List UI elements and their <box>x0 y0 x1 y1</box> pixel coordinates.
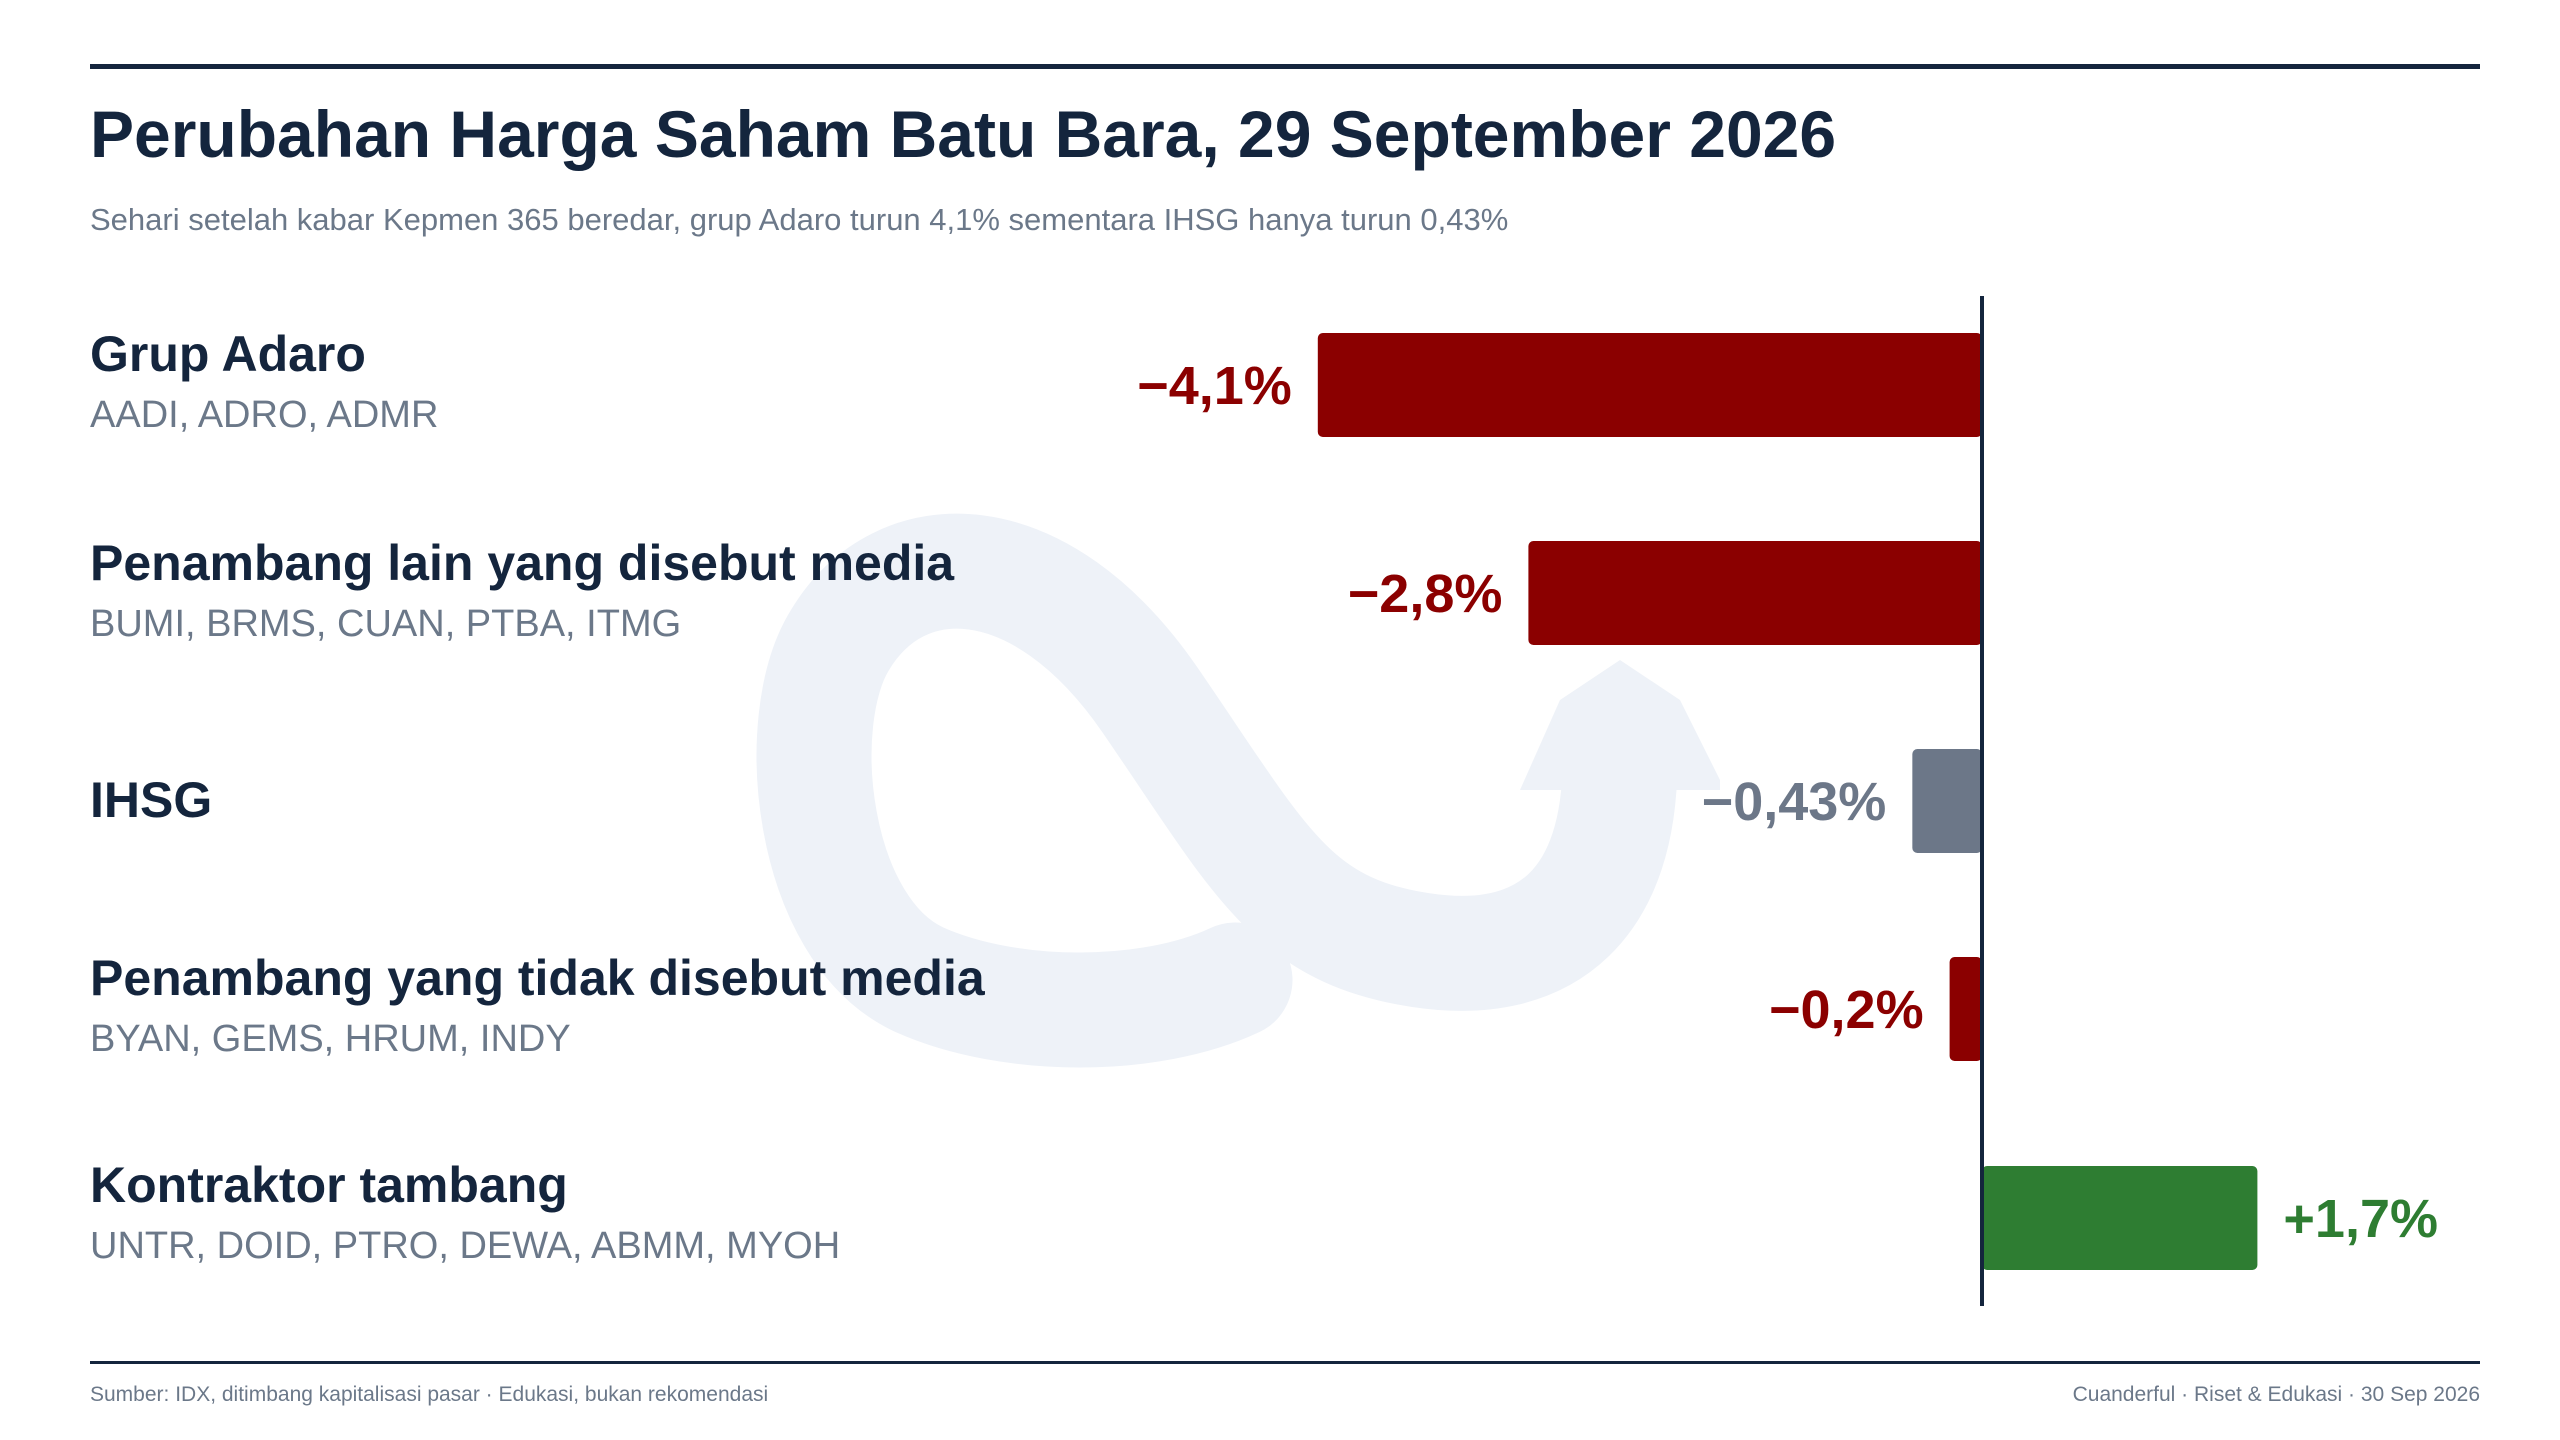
data-label-4: +1,7% <box>2283 1189 2438 1249</box>
row-label-penambang-tidak-disebut: Penambang yang tidak disebut media BYAN,… <box>90 950 985 1061</box>
chart-subtitle: Sehari setelah kabar Kepmen 365 beredar,… <box>90 202 1509 237</box>
row-label-kontraktor: Kontraktor tambang UNTR, DOID, PTRO, DEW… <box>90 1157 840 1268</box>
category-name: Grup Adaro <box>90 326 366 382</box>
ticker-list: AADI, ADRO, ADMR <box>90 393 439 436</box>
data-label-3: −0,2% <box>1769 980 1924 1040</box>
category-name: IHSG <box>90 772 213 828</box>
data-label-0: −4,1% <box>1137 356 1292 416</box>
bar-4 <box>1982 1166 2258 1270</box>
top-rule <box>90 64 2480 69</box>
row-label-grup-adaro: Grup Adaro AADI, ADRO, ADMR <box>90 326 438 437</box>
chart-title: Perubahan Harga Saham Batu Bara, 29 Sept… <box>90 97 1837 171</box>
bottom-rule <box>90 1361 2480 1364</box>
bar-3 <box>1949 957 1982 1061</box>
category-name: Kontraktor tambang <box>90 1157 568 1213</box>
bar-2 <box>1912 749 1982 853</box>
row-label-penambang-disebut: Penambang lain yang disebut media BUMI, … <box>90 535 954 646</box>
ticker-list: UNTR, DOID, PTRO, DEWA, ABMM, MYOH <box>90 1224 841 1267</box>
bar-0 <box>1317 333 1982 437</box>
source-note: Sumber: IDX, ditimbang kapitalisasi pasa… <box>90 1383 769 1406</box>
category-name: Penambang lain yang disebut media <box>90 535 955 591</box>
data-label-2: −0,43% <box>1702 772 1887 832</box>
ticker-list: BYAN, GEMS, HRUM, INDY <box>90 1017 571 1060</box>
brand-note: Cuanderful · Riset & Edukasi · 30 Sep 20… <box>2072 1383 2480 1406</box>
category-name: Penambang yang tidak disebut media <box>90 950 985 1006</box>
data-label-1: −2,8% <box>1348 564 1503 624</box>
row-label-ihsg: IHSG <box>90 772 212 830</box>
bar-1 <box>1528 541 1982 645</box>
ticker-list: BUMI, BRMS, CUAN, PTBA, ITMG <box>90 602 682 645</box>
